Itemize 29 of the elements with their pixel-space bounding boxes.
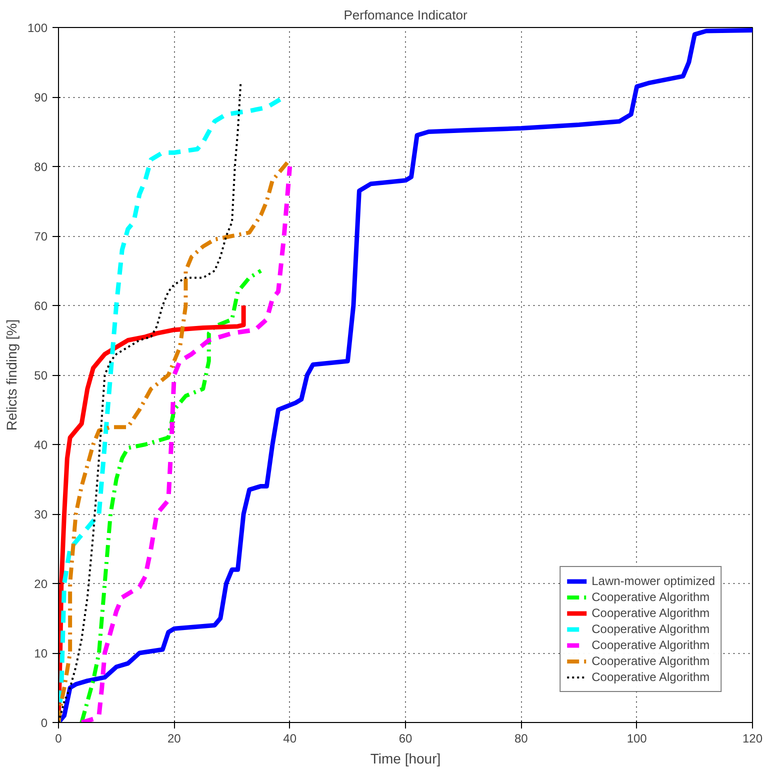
y-tick-label: 30 — [34, 508, 48, 522]
legend-label: Cooperative Algorithm — [592, 621, 710, 637]
y-tick-label: 90 — [34, 90, 48, 104]
x-tick-label: 0 — [55, 732, 62, 746]
y-tick-label: 100 — [27, 21, 48, 35]
x-tick-label: 60 — [398, 732, 412, 746]
y-tick-label: 60 — [34, 299, 48, 313]
x-tick-label: 100 — [626, 732, 648, 746]
y-tick-label: 50 — [34, 368, 48, 382]
y-tick-label: 20 — [34, 577, 48, 591]
y-tick-label: 70 — [34, 230, 48, 244]
legend-label: Lawn-mower optimized — [592, 573, 715, 589]
chart-title: Perfomance Indicator — [344, 8, 468, 22]
y-tick-label: 80 — [34, 160, 48, 174]
y-axis-title: Relicts finding [%] — [3, 319, 20, 431]
x-tick-label: 40 — [283, 732, 297, 746]
y-tick-label: 0 — [40, 716, 48, 730]
legend-label: Cooperative Algorithm — [592, 669, 710, 685]
line-series — [80, 268, 263, 722]
x-tick-label: 120 — [742, 732, 763, 746]
y-tick-label: 10 — [34, 646, 48, 660]
legend-label: Cooperative Algorithm — [592, 653, 710, 669]
x-tick-label: 80 — [514, 732, 528, 746]
x-axis-title: Time [hour] — [370, 750, 441, 766]
legend-label: Cooperative Algorithm — [592, 637, 710, 653]
y-tick-label: 40 — [34, 438, 48, 452]
legend-label: Cooperative Algorithm — [592, 605, 710, 621]
legend-label: Cooperative Algorithm — [592, 589, 710, 605]
x-tick-label: 20 — [167, 732, 182, 746]
